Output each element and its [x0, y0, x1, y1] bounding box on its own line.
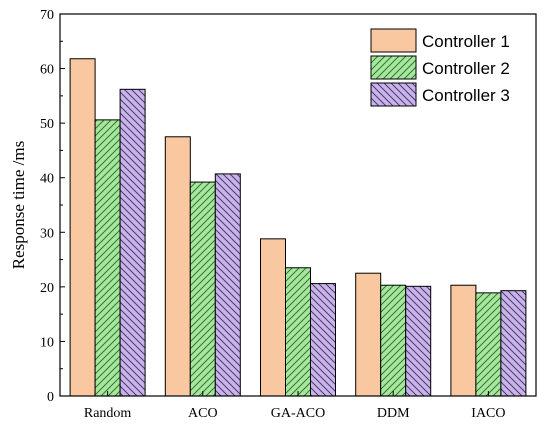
bar-iaco-controller-1 [450, 284, 477, 397]
bar-iaco-controller-2 [475, 292, 502, 397]
y-tick-label: 50 [40, 117, 54, 132]
x-tick-label: ACO [188, 406, 218, 421]
y-axis-title: Response time /ms [9, 141, 28, 269]
plot-frame [59, 13, 537, 397]
bar-random-controller-1 [69, 58, 96, 397]
y-tick-label: 60 [40, 63, 54, 78]
y-tick-label: 30 [40, 226, 54, 241]
bar-random-controller-3 [119, 88, 146, 397]
x-tick-label: DDM [377, 406, 410, 421]
y-tick-label: 10 [40, 335, 54, 350]
y-tick-label: 70 [40, 8, 54, 23]
bar-ddm-controller-1 [355, 272, 382, 397]
y-tick-label: 40 [40, 172, 54, 187]
y-tick-label: 0 [47, 390, 54, 405]
bar-ga-aco-controller-1 [260, 238, 286, 397]
legend-label-controller-2: Controller 2 [422, 59, 510, 78]
bar-aco-controller-1 [164, 136, 191, 397]
bar-ddm-controller-3 [405, 285, 432, 397]
x-tick-label: IACO [471, 406, 505, 421]
legend-swatch-controller-1 [370, 28, 417, 53]
bar-aco-controller-2 [189, 181, 216, 397]
bar-ga-aco-controller-2 [285, 267, 311, 397]
legend: Controller 1 Controller 2 Controller 3 [370, 28, 510, 107]
bars-group [69, 58, 527, 397]
y-axis: 0 10 20 30 40 50 60 70 [40, 8, 65, 405]
bar-aco-controller-3 [214, 173, 241, 397]
x-tick-label: GA-ACO [271, 406, 325, 421]
legend-swatch-controller-3 [370, 82, 417, 107]
bar-iaco-controller-3 [500, 290, 527, 397]
legend-label-controller-3: Controller 3 [422, 86, 510, 105]
legend-swatch-controller-2 [370, 55, 417, 80]
legend-label-controller-1: Controller 1 [422, 32, 510, 51]
x-axis: Random ACO GA-ACO DDM IACO [84, 391, 506, 421]
x-tick-label: Random [84, 406, 132, 421]
y-tick-label: 20 [40, 281, 54, 296]
bar-random-controller-2 [94, 119, 121, 397]
bar-ddm-controller-2 [380, 284, 407, 397]
bar-ga-aco-controller-3 [310, 283, 336, 397]
